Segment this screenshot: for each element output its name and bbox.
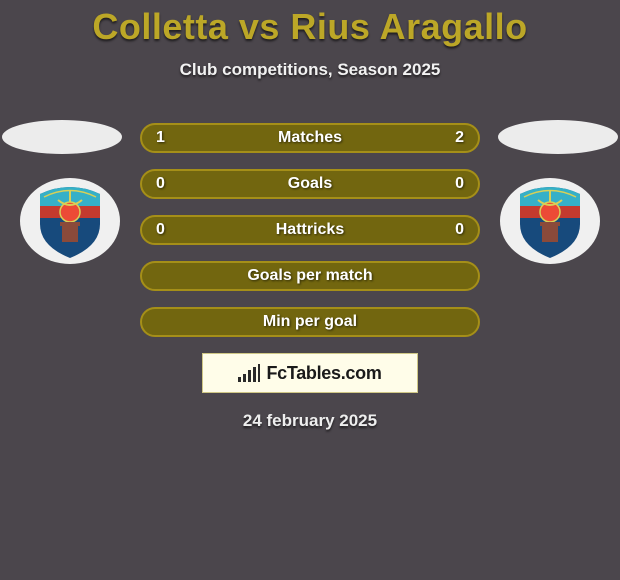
- shield-icon: [516, 184, 584, 258]
- bars-icon: [238, 364, 260, 382]
- stat-row-matches: 1 Matches 2: [140, 123, 480, 153]
- club-badge-right: [500, 178, 600, 264]
- stat-row-goals-per-match: Goals per match: [140, 261, 480, 291]
- stat-right-value: 0: [442, 175, 464, 193]
- shield-icon: [36, 184, 104, 258]
- stat-left-value: 0: [156, 221, 178, 239]
- brand-text: FcTables.com: [266, 363, 381, 384]
- stat-label: Goals: [142, 175, 478, 193]
- stat-left-value: 0: [156, 175, 178, 193]
- comparison-card: Colletta vs Rius Aragallo Club competiti…: [0, 0, 620, 580]
- stat-label: Min per goal: [142, 313, 478, 331]
- stat-label: Hattricks: [142, 221, 478, 239]
- page-title: Colletta vs Rius Aragallo: [0, 0, 620, 48]
- club-badge-left: [20, 178, 120, 264]
- stat-right-value: 2: [442, 129, 464, 147]
- date-label: 24 february 2025: [140, 411, 480, 431]
- stat-row-min-per-goal: Min per goal: [140, 307, 480, 337]
- subtitle: Club competitions, Season 2025: [0, 60, 620, 80]
- stat-label: Matches: [142, 129, 478, 147]
- player-avatar-right: [498, 120, 618, 154]
- brand-box: FcTables.com: [202, 353, 418, 393]
- stat-left-value: 1: [156, 129, 178, 147]
- stat-right-value: 0: [442, 221, 464, 239]
- stat-row-goals: 0 Goals 0: [140, 169, 480, 199]
- stat-label: Goals per match: [142, 267, 478, 285]
- stats-column: 1 Matches 2 0 Goals 0 0 Hattricks 0 Goal…: [140, 123, 480, 431]
- player-avatar-left: [2, 120, 122, 154]
- stat-row-hattricks: 0 Hattricks 0: [140, 215, 480, 245]
